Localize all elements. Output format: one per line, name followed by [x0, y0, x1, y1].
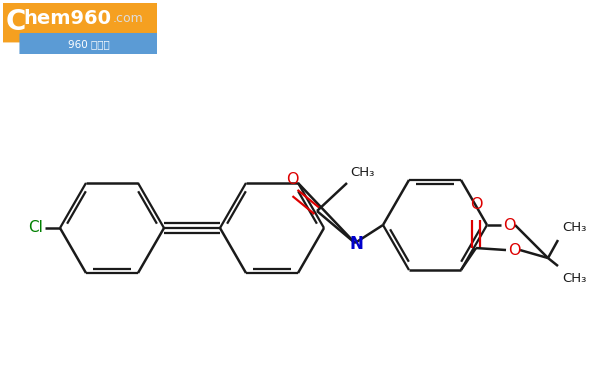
Text: O: O: [286, 172, 298, 187]
Text: O: O: [503, 217, 515, 232]
Text: O: O: [508, 243, 520, 258]
FancyBboxPatch shape: [1, 1, 159, 42]
Text: 960 化工网: 960 化工网: [68, 39, 110, 50]
Text: .com: .com: [113, 12, 143, 25]
Text: N: N: [349, 235, 363, 253]
Text: CH₃: CH₃: [350, 166, 374, 179]
Text: CH₃: CH₃: [562, 272, 586, 285]
Text: C: C: [6, 8, 27, 36]
Text: O: O: [469, 197, 482, 212]
FancyBboxPatch shape: [19, 33, 159, 56]
Text: CH₃: CH₃: [562, 221, 586, 234]
Text: hem960: hem960: [23, 9, 111, 28]
Text: Cl: Cl: [28, 220, 43, 236]
